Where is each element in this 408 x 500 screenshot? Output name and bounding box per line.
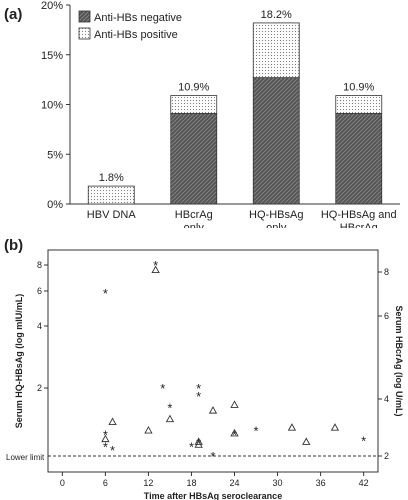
- y-tick-label: 0%: [47, 199, 63, 211]
- hbsag-star-point: *: [196, 381, 201, 396]
- bar-segment-negative: [252, 77, 300, 205]
- x-tick-label: 12: [143, 478, 153, 488]
- right-tick-label: 8: [384, 267, 389, 277]
- y-tick-label: 5%: [47, 149, 63, 161]
- hbcrag-triangle-point: [101, 434, 110, 443]
- left-tick-label: 4: [37, 321, 42, 331]
- x-tick-label: HBcrAg: [175, 209, 213, 221]
- left-tick-label: 2: [37, 383, 42, 393]
- x-tick-label: 18: [186, 478, 196, 488]
- hbsag-star-point: *: [189, 439, 194, 454]
- x-tick-label: 36: [316, 478, 326, 488]
- legend-label-negative: Anti-HBs negative: [94, 12, 182, 24]
- hbsag-star-point: *: [232, 428, 237, 443]
- x-tick-label: 0: [60, 478, 65, 488]
- legend-swatch-negative: [78, 10, 91, 23]
- x-tick-label: 24: [230, 478, 240, 488]
- bar-chart-panel: (a) 0%5%10%15%20%HBV DNA HBcrAgonlyHQ-HBs…: [4, 0, 400, 228]
- y-tick-label: 20%: [41, 0, 63, 12]
- hbsag-star-point: *: [110, 443, 115, 458]
- bar-segment-positive: [252, 22, 300, 79]
- bar-legend: Anti-HBs negative Anti-HBs positive: [78, 10, 182, 41]
- hbcrag-triangle-point: [287, 423, 297, 431]
- plot-frame: [47, 249, 379, 473]
- x-tick-label: 6: [103, 478, 108, 488]
- bar-segment-negative: [170, 113, 218, 205]
- right-tick-label: 6: [384, 311, 389, 321]
- scatter-points: *** ********** **: [101, 258, 366, 464]
- x-tick-label: only: [266, 222, 287, 228]
- panel-a-label: (a): [4, 6, 22, 23]
- lower-limit-label: Lower limit: [6, 453, 45, 462]
- legend-label-positive: Anti-HBs positive: [94, 29, 178, 41]
- hbsag-star-point: *: [160, 381, 165, 396]
- bar-data-label: 18.2%: [261, 9, 292, 21]
- hbcrag-triangle-point: [108, 417, 117, 425]
- x-tick-label: HBV DNA: [87, 209, 137, 221]
- left-tick-label: 8: [37, 260, 42, 270]
- hbcrag-triangle-point: [230, 400, 239, 408]
- hbsag-star-point: *: [196, 435, 201, 450]
- bar-axes: 0%5%10%15%20%HBV DNA HBcrAgonlyHQ-HBsAgon…: [41, 0, 400, 228]
- x-tick-label: HQ-HBsAg and: [321, 209, 397, 221]
- hbcrag-triangle-point: [330, 423, 340, 431]
- bar-data-label: 10.9%: [178, 82, 209, 94]
- hbcrag-triangle-point: [302, 437, 311, 445]
- x-axis-title: Time after HBsAg seroclearance: [144, 491, 282, 500]
- hbsag-star-point: *: [210, 449, 215, 464]
- hbsag-star-point: *: [361, 433, 366, 448]
- bar-series: 1.8% 10.9% 18.2% 10.9%: [87, 9, 383, 205]
- right-tick-label: 4: [384, 394, 389, 404]
- bar-segment-positive: [335, 95, 383, 114]
- x-tick-label: HBcrAg: [340, 222, 378, 228]
- right-tick-label: 2: [384, 451, 389, 461]
- left-axis-title: Serum HQ-HBsAg (log mIU/mL): [14, 294, 24, 429]
- bar-segment-positive: [87, 185, 135, 205]
- y-tick-label: 15%: [41, 50, 63, 62]
- hbcrag-triangle-point: [230, 428, 239, 437]
- hbcrag-triangle-point: [165, 414, 175, 423]
- right-axis-title: Serum HBcrAg (log U/mL): [394, 305, 404, 416]
- hbcrag-triangle-point: [194, 437, 203, 445]
- bar-data-label: 10.9%: [343, 82, 374, 94]
- y-tick-label: 10%: [41, 100, 63, 112]
- x-tick-label: HQ-HBsAg: [249, 209, 303, 221]
- hbsag-star-point: *: [254, 424, 259, 439]
- legend-swatch-positive: [78, 27, 91, 40]
- hbsag-star-point: *: [103, 286, 108, 301]
- bar-data-label: 1.8%: [99, 172, 124, 184]
- hbsag-star-point: *: [196, 389, 201, 404]
- left-tick-label: 6: [37, 286, 42, 296]
- panel-b-label: (b): [4, 237, 23, 254]
- hbcrag-triangle-point: [144, 426, 153, 434]
- hbcrag-triangle-point: [208, 406, 218, 414]
- hbcrag-triangle-point: [194, 440, 203, 448]
- bar-segment-positive: [170, 95, 218, 114]
- x-tick-label: 42: [359, 478, 369, 488]
- bar-segment-negative: [335, 113, 383, 205]
- x-tick-label: only: [184, 222, 205, 228]
- hbcrag-triangle-point: [151, 265, 160, 273]
- x-tick-label: 30: [273, 478, 283, 488]
- hbsag-star-point: *: [103, 439, 108, 454]
- hbsag-star-point: *: [167, 400, 172, 415]
